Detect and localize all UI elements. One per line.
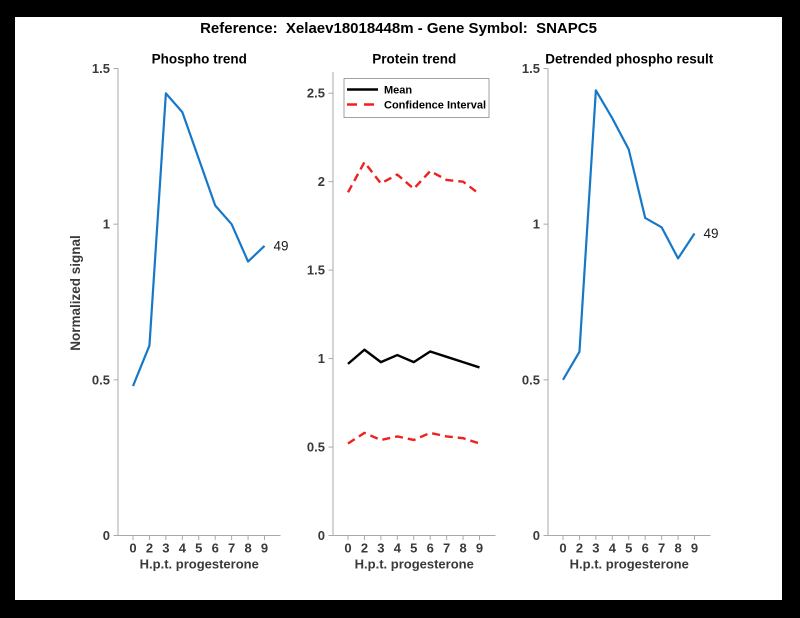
x-tick-label: 0 (344, 541, 351, 556)
line-end-label: 49 (704, 226, 719, 241)
y-tick-label: 1.5 (307, 263, 325, 278)
x-tick-label: 3 (377, 541, 384, 556)
y-tick-label: 0.5 (307, 440, 325, 455)
detrended-phospho-line (562, 89, 696, 381)
y-tick-label: 0 (103, 528, 110, 543)
x-tick-label: 5 (195, 541, 202, 556)
x-tick-label: 0 (129, 541, 136, 556)
x-tick-label: 9 (691, 541, 698, 556)
x-tick-label: 6 (642, 541, 649, 556)
axes-spines (332, 72, 496, 536)
x-tick-label: 5 (410, 541, 417, 556)
figure-title: Reference: Xelaev18018448m - Gene Symbol… (200, 20, 597, 37)
x-axis-label: H.p.t. progesterone (570, 557, 689, 572)
x-axis-label: H.p.t. progesterone (140, 557, 259, 572)
x-tick-label: 8 (459, 541, 466, 556)
x-tick-label: 7 (443, 541, 450, 556)
x-tick-label: 2 (146, 541, 153, 556)
legend-box (343, 78, 490, 118)
x-tick-label: 8 (674, 541, 681, 556)
x-tick-label: 3 (162, 541, 169, 556)
confidence-upper-line (346, 161, 481, 196)
plot-title: Detrended phospho result (545, 52, 714, 67)
legend-label: Confidence Interval (384, 100, 486, 112)
x-tick-label: 4 (179, 541, 187, 556)
x-tick-label: 7 (658, 541, 665, 556)
legend: Mean Confidence Interval (343, 78, 490, 118)
y-tick-label: 0 (318, 528, 325, 543)
x-axis-label: H.p.t. progesterone (355, 557, 474, 572)
x-tick-label: 7 (228, 541, 235, 556)
x-tick-label: 9 (261, 541, 268, 556)
plot-title: Phospho trend (152, 52, 247, 67)
y-tick-label: 0 (533, 528, 540, 543)
y-tick-label: 1.5 (92, 61, 110, 76)
axes-spines (547, 68, 711, 536)
x-tick-label: 4 (394, 541, 402, 556)
plot-title: Protein trend (372, 52, 456, 67)
phospho-trend-line (131, 92, 266, 387)
x-tick-label: 2 (361, 541, 368, 556)
x-tick-label: 8 (244, 541, 251, 556)
y-tick-label: 0.5 (522, 372, 540, 387)
line-end-label: 49 (274, 238, 289, 253)
axes-spines (117, 68, 281, 536)
y-axis-label: Normalized signal (68, 235, 83, 351)
x-tick-label: 0 (559, 541, 566, 556)
x-tick-label: 9 (476, 541, 483, 556)
x-tick-label: 5 (625, 541, 632, 556)
x-tick-label: 4 (609, 541, 617, 556)
confidence-lower-line (347, 431, 480, 445)
x-tick-label: 6 (427, 541, 434, 556)
y-tick-label: 1 (103, 217, 110, 232)
mean-line (347, 348, 480, 369)
y-tick-label: 2.5 (307, 86, 325, 101)
y-tick-label: 0.5 (92, 372, 110, 387)
x-tick-label: 6 (212, 541, 219, 556)
y-tick-label: 1 (318, 351, 325, 366)
y-tick-label: 1.5 (522, 61, 540, 76)
y-tick-label: 2 (318, 174, 325, 189)
x-tick-label: 2 (576, 541, 583, 556)
legend-label: Mean (384, 85, 412, 97)
y-tick-label: 1 (533, 217, 540, 232)
x-tick-label: 3 (592, 541, 599, 556)
